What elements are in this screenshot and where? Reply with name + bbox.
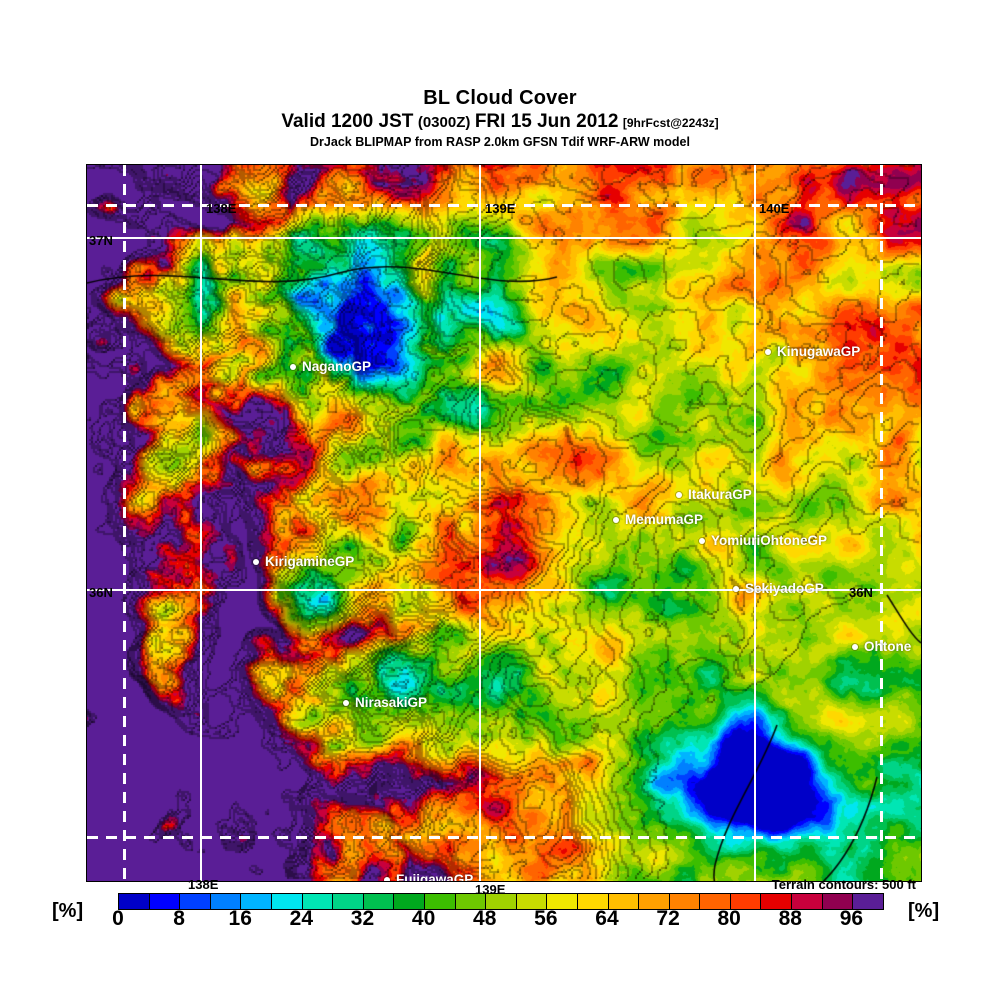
grid-label-138e-lon-top: 138E [206,201,237,216]
valid-prefix: Valid 1200 JST [281,111,414,132]
station-marker-itakuragp[interactable]: ItakuraGP [676,487,752,502]
colorbar-swatch-80 [730,894,762,909]
station-label: KirigamineGP [265,554,355,569]
station-dot-icon [290,363,296,370]
colorbar-swatch-64 [608,894,640,909]
colorbar-swatch-84 [761,894,793,909]
domain-boundary-top [87,204,921,207]
station-dot-icon [699,537,705,544]
colorbar-tick-24: 24 [289,907,314,930]
station-label: FujigawaGP [396,872,474,882]
colorbar-swatch-76 [700,894,731,909]
colorbar-tick-64: 64 [595,907,619,930]
colorbar-swatch-68 [639,894,670,909]
colorbar-swatch-24 [302,894,334,909]
forecast-tag: [9hrFcst@2243z] [622,116,719,130]
station-label: NirasakiGP [355,695,428,710]
station-marker-kinugawagp[interactable]: KinugawaGP [765,344,860,359]
station-marker-memumagp[interactable]: MemumaGP [613,512,703,527]
colorbar-tick-80: 80 [717,907,741,930]
station-marker-sekiyadogp[interactable]: SekiyadoGP [733,581,824,596]
domain-boundary-bottom [87,836,921,839]
colorbar-swatch-56 [547,894,578,909]
station-label: ItakuraGP [688,487,752,502]
station-dot-icon [733,585,739,592]
colorbar-swatch-28 [333,894,364,909]
station-label: YomiuriOhtoneGP [711,533,828,548]
station-label: NaganoGP [302,359,372,374]
colorbar-swatch-40 [424,894,456,909]
station-marker-fujigawagp[interactable]: FujigawaGP [384,872,474,882]
station-marker-kirigaminegp[interactable]: KirigamineGP [253,554,354,569]
valid-date: FRI 15 Jun 2012 [474,111,619,132]
valid-time-line: Valid 1200 JST (0300Z) FRI 15 Jun 2012 [… [0,111,1000,134]
gridline-lat-36n [87,589,921,591]
station-label: KinugawaGP [777,344,861,359]
title-block: BL Cloud Cover Valid 1200 JST (0300Z) FR… [0,88,1000,149]
station-dot-icon [384,876,390,881]
station-dot-icon [613,516,619,523]
grid-label-37n-lat-left: 37N [89,233,113,248]
colorbar-swatch-16 [241,894,272,909]
colorbar-swatch-32 [363,894,395,909]
station-dot-icon [343,699,349,706]
colorbar-unit-left: [%] [52,900,84,922]
grid-label-140e-lon-top: 140E [759,201,790,216]
colorbar-tick-8: 8 [173,907,185,930]
cloud-cover-raster [87,165,921,881]
colorbar-unit-right: [%] [908,900,940,922]
station-dot-icon [253,558,259,565]
terrain-contour-note: Terrain contours: 500 ft [771,877,916,892]
station-label: MemumaGP [625,512,704,527]
colorbar-swatch-72 [669,894,701,909]
colorbar-swatch-92 [822,894,854,909]
station-label: SekiyadoGP [745,581,824,596]
cloud-cover-map: 37N 36N 36N 138E 139E 140E NaganoGP KinugawaGP… [86,164,922,882]
colorbar-tick-32: 32 [350,907,375,930]
colorbar-tick-88: 88 [778,907,802,930]
colorbar-swatch-0 [119,894,150,909]
valid-utc: (0300Z) [417,114,471,131]
grid-label-139e-lon-top: 139E [485,201,516,216]
gridline-lon-138e [200,165,202,881]
colorbar-swatch-8 [180,894,211,909]
colorbar-tick-0: 0 [112,907,124,930]
colorbar-swatch-44 [455,894,487,909]
colorbar-swatch-96 [853,894,883,909]
colorbar-swatch-48 [486,894,517,909]
gridline-lon-139e [479,165,481,881]
colorbar-swatch-20 [271,894,303,909]
colorbar-swatch-12 [210,894,242,909]
station-marker-nirasakigp[interactable]: NirasakiGP [343,695,427,710]
model-credit-line: DrJack BLIPMAP from RASP 2.0km GFSN Tdif… [310,135,690,149]
colorbar-swatch-88 [792,894,823,909]
station-marker-ohtone[interactable]: Ohtone [852,639,911,654]
gridline-lon-140e [754,165,756,881]
station-dot-icon [852,643,858,650]
domain-boundary-right [880,165,883,881]
page-title: BL Cloud Cover [423,87,577,109]
domain-boundary-left [123,165,126,881]
station-dot-icon [676,491,682,498]
colorbar-swatch-4 [149,894,181,909]
colorbar-swatch-52 [516,894,548,909]
colorbar-tick-48: 48 [473,907,497,930]
grid-label-36n-lat-left: 36N [89,585,113,600]
colorbar-swatch-36 [394,894,425,909]
station-dot-icon [765,348,771,355]
colorbar-tick-72: 72 [656,907,680,930]
colorbar-tick-40: 40 [411,907,436,930]
colorbar-swatch-60 [577,894,609,909]
station-marker-naganogp[interactable]: NaganoGP [290,359,371,374]
colorbar-tick-16: 16 [228,907,252,930]
grid-label-36n-lat-right: 36N [849,585,873,600]
colorbar [118,893,884,910]
station-marker-yomiuriohtonegp[interactable]: YomiuriOhtoneGP [699,533,827,548]
colorbar-tick-96: 96 [839,907,864,930]
colorbar-tick-56: 56 [534,907,558,930]
lon-label-bottom-138e: 138E [188,877,219,892]
station-label: Ohtone [864,639,912,654]
gridline-lat-37n [87,237,921,239]
